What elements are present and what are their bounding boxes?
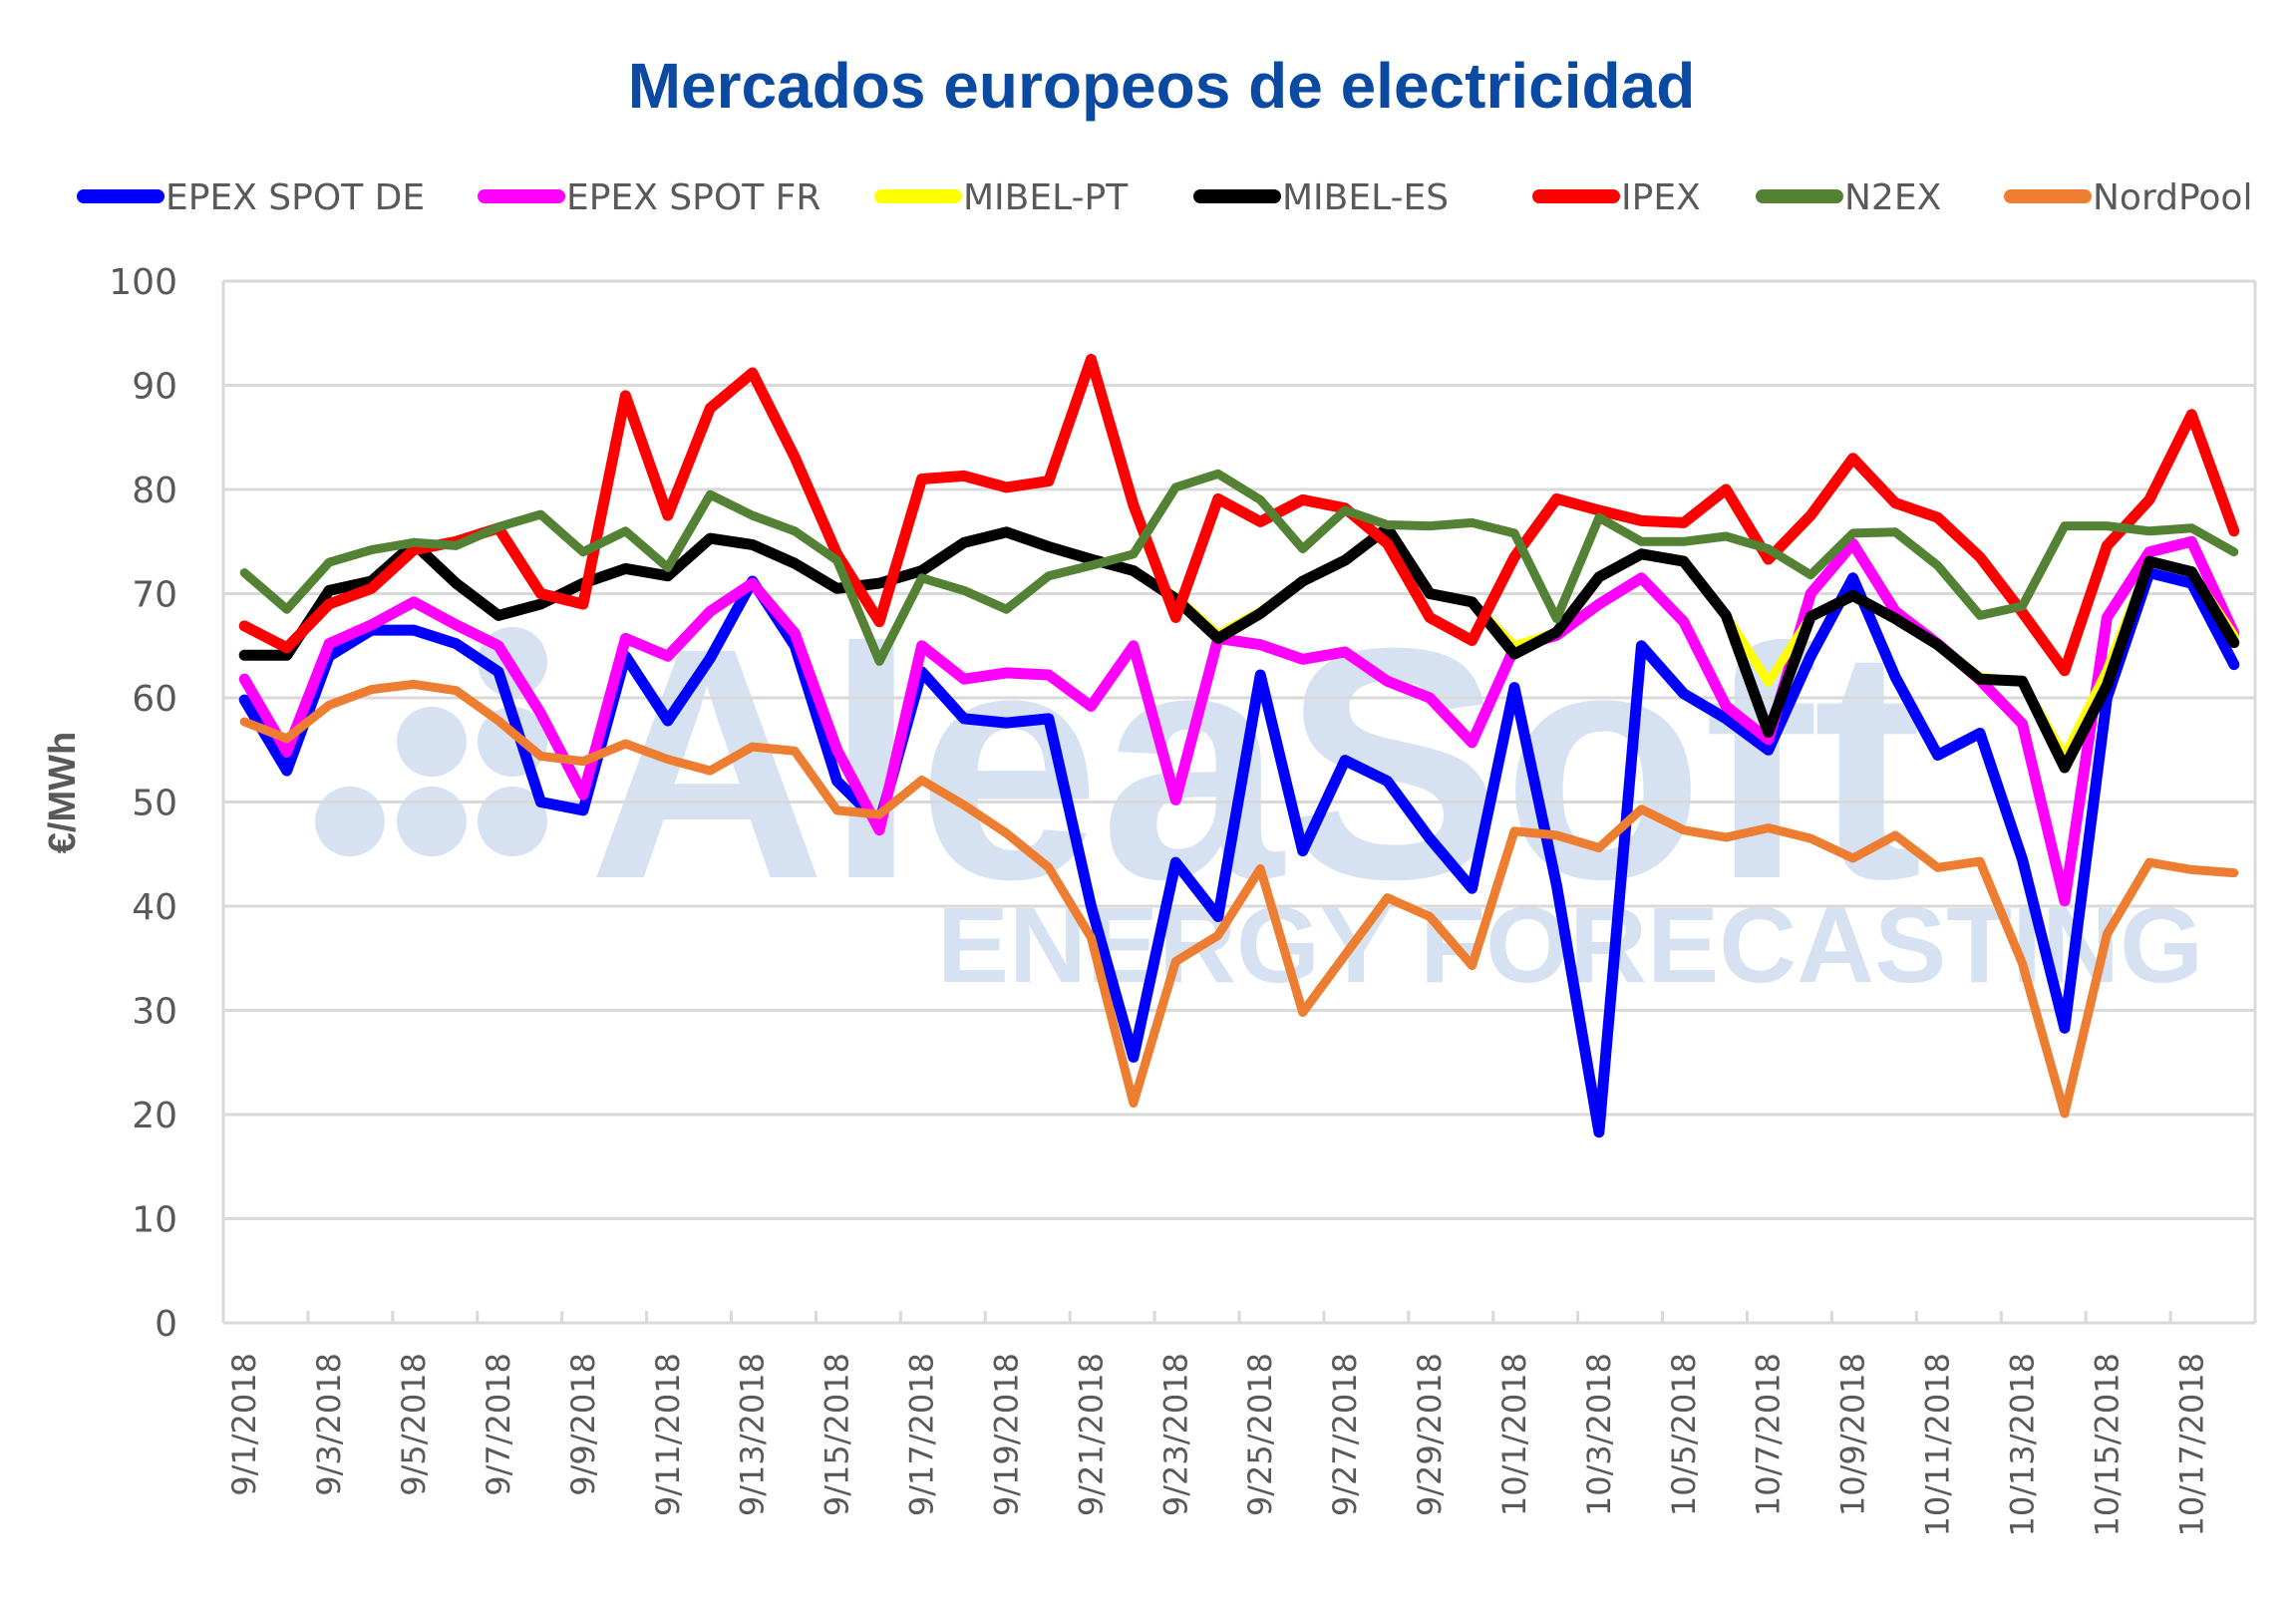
x-tick-label: 9/11/2018	[649, 1353, 687, 1516]
y-axis-label: €/MWh	[42, 732, 84, 853]
legend-label: MIBEL-ES	[1282, 177, 1449, 218]
x-tick-label: 10/5/2018	[1665, 1353, 1703, 1516]
x-tick-label: 9/29/2018	[1411, 1353, 1449, 1516]
series-line-epex-spot-de	[238, 567, 2240, 1138]
x-tick-label: 10/11/2018	[1919, 1353, 1957, 1536]
legend-label: MIBEL-PT	[963, 177, 1129, 218]
legend: EPEX SPOT DE EPEX SPOT FR MIBEL-PT MIBEL-ES…	[77, 177, 2252, 218]
legend-label: IPEX	[1621, 177, 1701, 218]
x-tick-label: 10/15/2018	[2088, 1353, 2126, 1536]
series-line-nordpool	[239, 679, 2239, 1119]
y-tick-label: 30	[132, 992, 177, 1033]
y-tick-label: 80	[132, 471, 177, 511]
x-tick-label: 9/23/2018	[1156, 1353, 1194, 1516]
x-tick-label: 9/15/2018	[819, 1353, 856, 1516]
series-group	[238, 353, 2240, 1138]
legend-label: N2EX	[1844, 177, 1941, 218]
y-tick-label: 70	[132, 575, 177, 616]
x-tick-label: 9/27/2018	[1326, 1353, 1364, 1516]
x-tick-label: 9/13/2018	[734, 1353, 772, 1516]
y-tick-label: 0	[155, 1304, 177, 1345]
x-tick-label: 10/13/2018	[2003, 1353, 2041, 1536]
series-line-mibel-es	[238, 522, 2240, 774]
x-tick-label: 9/3/2018	[310, 1353, 348, 1496]
y-tick-label: 10	[132, 1200, 177, 1241]
x-tick-label: 9/17/2018	[903, 1353, 941, 1516]
legend-label: EPEX SPOT FR	[566, 177, 820, 218]
y-tick-label: 90	[132, 367, 177, 408]
x-tick-label: 9/1/2018	[225, 1353, 263, 1496]
x-tick-label: 9/7/2018	[480, 1353, 517, 1496]
y-tick-label: 60	[132, 679, 177, 720]
x-tick-label: 9/5/2018	[395, 1353, 433, 1496]
x-tick-label: 10/9/2018	[1834, 1353, 1872, 1516]
legend-label: EPEX SPOT DE	[165, 177, 425, 218]
y-tick-label: 20	[132, 1096, 177, 1136]
chart-title: Mercados europeos de electricidad	[628, 50, 1696, 122]
x-tick-label: 9/21/2018	[1072, 1353, 1110, 1516]
x-tick-label: 9/9/2018	[564, 1353, 602, 1496]
x-tick-label: 10/1/2018	[1495, 1353, 1533, 1516]
y-tick-label: 100	[109, 262, 177, 303]
legend-label: NordPool	[2093, 177, 2252, 218]
series-line-ipex	[238, 353, 2240, 677]
x-axis: 9/1/2018 9/3/2018 9/5/2018 9/7/2018 9/9/2018…	[221, 1311, 2257, 1536]
series-line-n2ex	[239, 469, 2239, 666]
x-tick-label: 10/17/2018	[2172, 1353, 2210, 1536]
x-tick-label: 9/25/2018	[1241, 1353, 1279, 1516]
y-tick-label: 50	[132, 784, 177, 824]
y-axis: 0 10 20 30 40 50 60 70 80 90 100	[109, 262, 177, 1345]
x-tick-label: 9/19/2018	[987, 1353, 1025, 1516]
x-tick-label: 10/7/2018	[1750, 1353, 1788, 1516]
x-tick-label: 10/3/2018	[1580, 1353, 1618, 1516]
y-tick-label: 40	[132, 887, 177, 928]
